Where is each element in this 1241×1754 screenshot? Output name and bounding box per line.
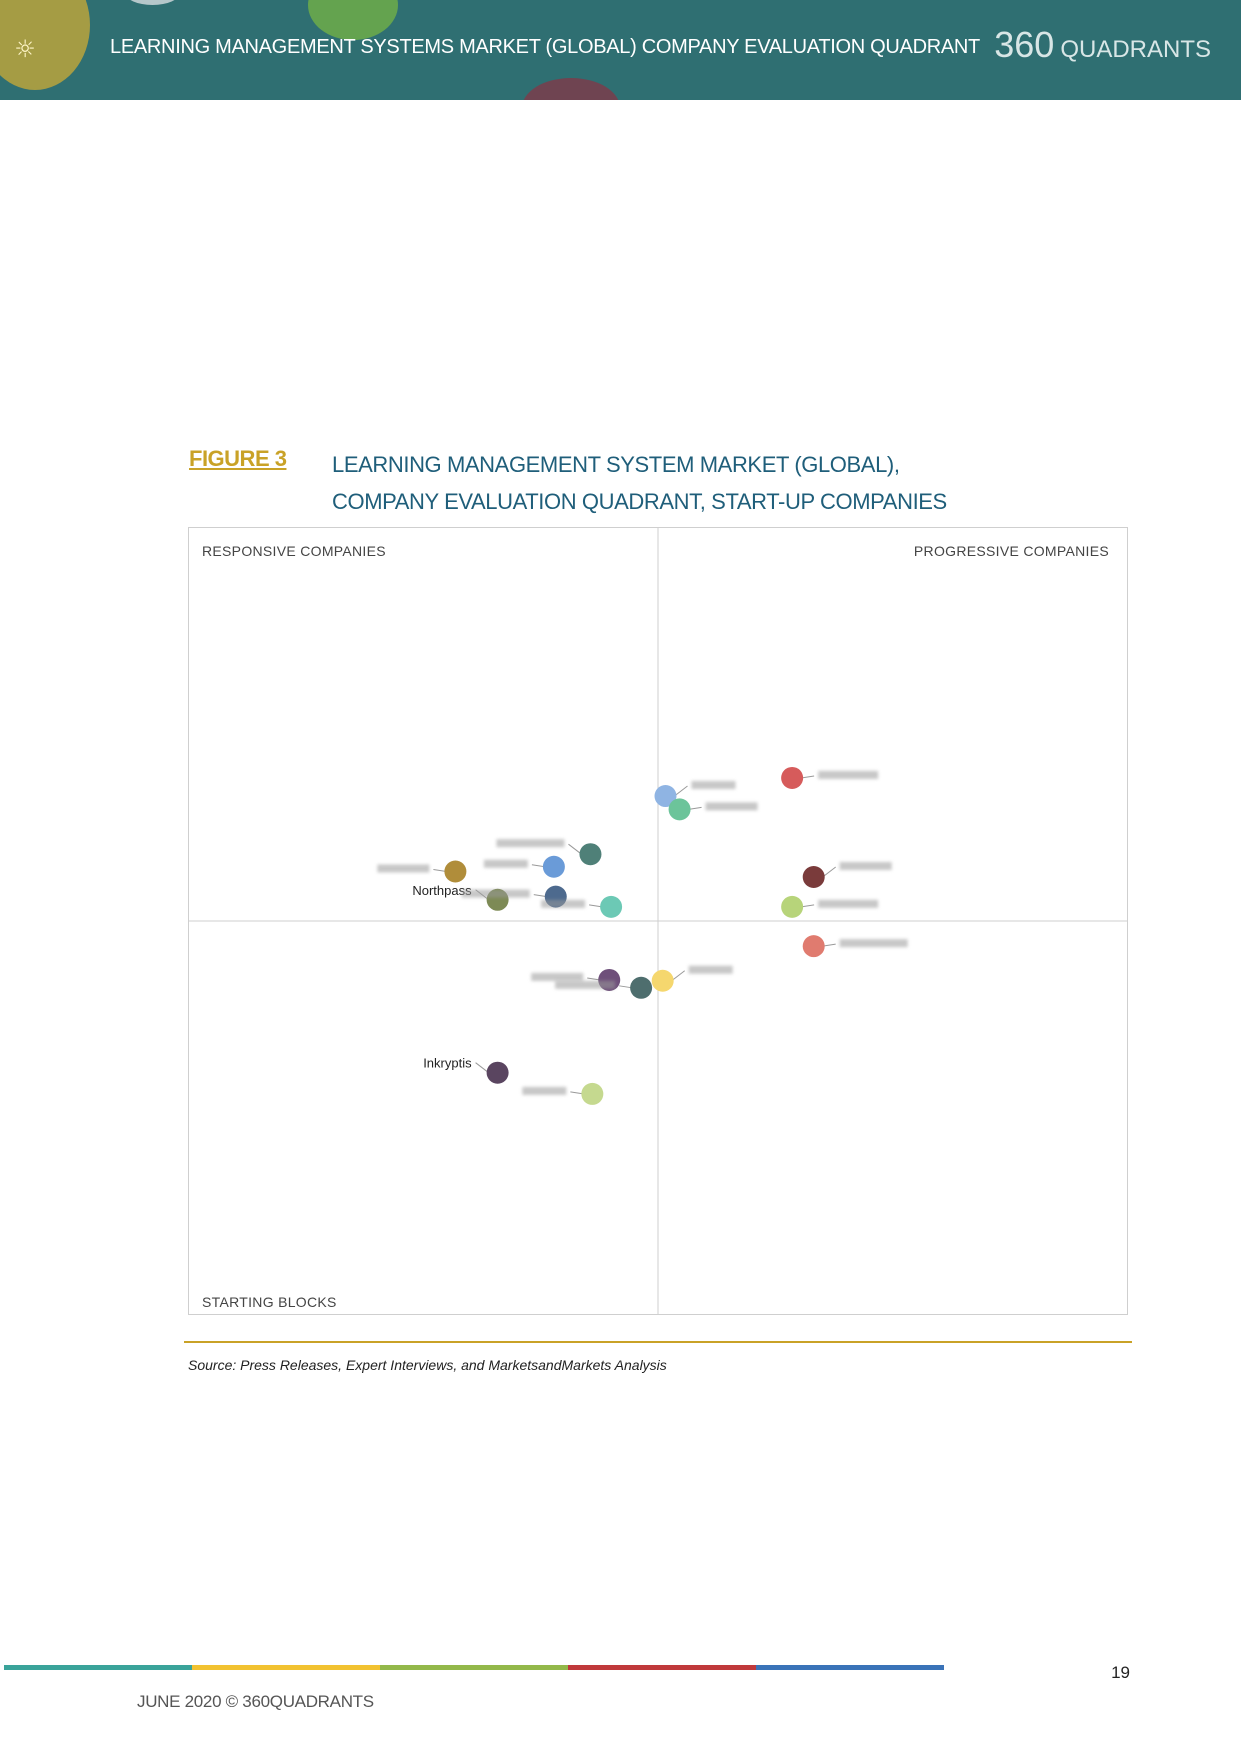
blurred-company-label <box>483 859 528 868</box>
blurred-company-label <box>688 965 733 974</box>
company-marker <box>781 895 804 918</box>
leader-line <box>531 864 545 868</box>
leader-line <box>587 977 601 981</box>
leader-line <box>822 866 837 878</box>
decorative-circle <box>125 0 180 5</box>
blurred-company-label <box>818 770 879 779</box>
leader-line <box>688 806 702 810</box>
quadrant-label-progressive: PROGRESSIVE COMPANIES <box>913 543 1109 559</box>
decorative-circle <box>308 0 398 40</box>
company-point <box>668 798 758 821</box>
blurred-company-label <box>496 839 565 848</box>
company-point <box>654 781 736 808</box>
blurred-company-label <box>705 802 758 811</box>
footer-color-segment <box>756 1665 944 1670</box>
leader-line <box>674 785 688 797</box>
company-marker <box>654 785 677 808</box>
leader-line <box>801 775 815 779</box>
leader-line <box>589 904 603 908</box>
quadrant-plot: Northpass Inkryptis <box>189 528 1127 1314</box>
brand-word: QUADRANTS <box>1060 36 1211 63</box>
decorative-circle <box>522 78 620 100</box>
company-marker <box>651 969 674 992</box>
company-point <box>483 855 565 878</box>
company-point <box>781 895 879 918</box>
figure-title-line1: LEARNING MANAGEMENT SYSTEM MARKET (GLOBA… <box>332 452 900 477</box>
figure-title-line2: COMPANY EVALUATION QUADRANT, START-UP CO… <box>332 489 947 514</box>
header-title: LEARNING MANAGEMENT SYSTEMS MARKET (GLOB… <box>110 36 980 58</box>
company-point <box>781 766 879 789</box>
lightbulb-icon: ☼ <box>14 35 36 63</box>
source-divider <box>184 1341 1132 1343</box>
figure-label: FIGURE 3 <box>189 446 287 471</box>
company-point <box>802 861 892 888</box>
quadrant-chart: Northpass Inkryptis RESPONSIVE COMPANIES … <box>188 527 1128 1315</box>
blurred-company-label <box>555 980 616 989</box>
company-marker <box>630 976 653 999</box>
footer-color-segment <box>568 1665 756 1670</box>
leader-line <box>822 943 836 947</box>
footer-color-bar <box>4 1665 944 1670</box>
company-marker <box>802 865 825 888</box>
blurred-company-label <box>522 1086 567 1095</box>
company-marker <box>600 895 623 918</box>
company-point <box>522 1082 604 1105</box>
company-point: Inkryptis <box>423 1056 509 1084</box>
blurred-company-label <box>839 861 892 870</box>
footer-color-segment <box>380 1665 568 1670</box>
leader-line <box>433 868 447 872</box>
points-layer: Northpass Inkryptis <box>377 766 908 1105</box>
company-label: Inkryptis <box>423 1056 472 1071</box>
leader-line <box>671 970 685 982</box>
company-point <box>541 895 623 918</box>
blurred-company-label <box>691 781 736 790</box>
leader-line <box>570 1091 584 1095</box>
company-point <box>496 839 602 866</box>
brand-logo: 360 QUADRANTS <box>994 24 1211 66</box>
leader-line <box>619 985 633 989</box>
company-point <box>651 965 733 992</box>
header-banner: ☼ LEARNING MANAGEMENT SYSTEMS MARKET (GL… <box>0 0 1241 100</box>
footer-color-segment <box>4 1665 192 1670</box>
blurred-company-label <box>818 899 879 908</box>
leader-line <box>568 843 582 855</box>
company-point <box>802 935 908 958</box>
blurred-company-label <box>839 939 908 948</box>
company-marker <box>668 798 691 821</box>
blurred-company-label <box>531 972 584 981</box>
quadrant-label-starting-blocks: STARTING BLOCKS <box>202 1294 337 1310</box>
footer-color-segment <box>192 1665 380 1670</box>
quadrant-label-responsive: RESPONSIVE COMPANIES <box>202 543 386 559</box>
figure-title: LEARNING MANAGEMENT SYSTEM MARKET (GLOBA… <box>332 446 947 520</box>
company-marker <box>581 1082 604 1105</box>
company-marker <box>579 843 602 866</box>
company-marker <box>781 766 804 789</box>
company-marker <box>486 1061 509 1084</box>
footer-text: JUNE 2020 © 360QUADRANTS <box>137 1692 374 1711</box>
company-point <box>555 976 653 999</box>
source-note: Source: Press Releases, Expert Interview… <box>188 1357 667 1373</box>
leader-line <box>801 904 815 908</box>
leader-line <box>475 1062 489 1074</box>
brand-number: 360 <box>994 24 1055 65</box>
company-marker <box>542 855 565 878</box>
blurred-company-label <box>461 889 530 898</box>
company-marker <box>802 935 825 958</box>
blurred-company-label <box>541 899 586 908</box>
blurred-company-label <box>377 864 430 873</box>
company-label: Northpass <box>412 883 472 898</box>
company-point <box>377 860 467 883</box>
leader-line <box>533 894 547 898</box>
company-marker <box>444 860 467 883</box>
page-number: 19 <box>1111 1663 1130 1682</box>
